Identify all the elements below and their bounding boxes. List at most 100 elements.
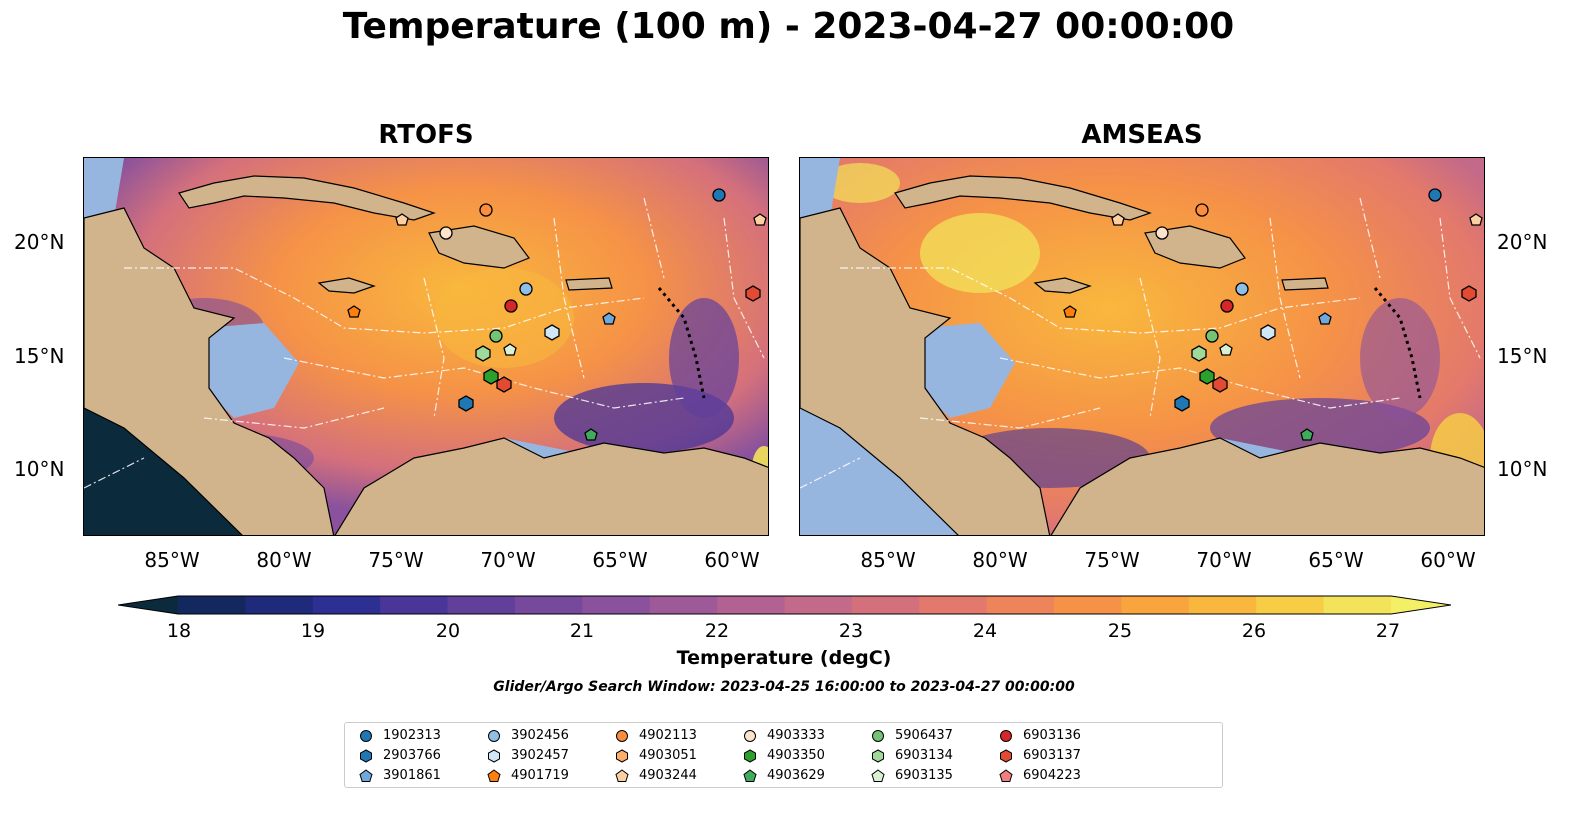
legend-label: 4903051 bbox=[639, 748, 697, 763]
legend-marker-pentagon-icon bbox=[487, 768, 501, 783]
lat-label-15n-right: 15°N bbox=[1497, 344, 1548, 368]
marker-6903137[interactable] bbox=[1212, 376, 1228, 393]
warm-anomaly bbox=[920, 213, 1040, 293]
hispaniola-land bbox=[1144, 225, 1246, 269]
colorbar-segment bbox=[1121, 596, 1190, 614]
marker-6903134[interactable] bbox=[1191, 345, 1207, 362]
marker-6903134[interactable] bbox=[475, 345, 491, 362]
marker-6903137[interactable] bbox=[745, 285, 761, 302]
legend-label: 3902457 bbox=[511, 748, 569, 763]
legend-marker-circle-icon bbox=[359, 729, 373, 743]
legend-marker-circle-icon bbox=[487, 729, 501, 743]
legend-marker-circle-icon bbox=[871, 729, 885, 743]
map-rtofs bbox=[83, 157, 769, 536]
marker-3901861[interactable] bbox=[1318, 312, 1332, 325]
marker-3902457[interactable] bbox=[1260, 324, 1276, 341]
colorbar-segment bbox=[919, 596, 988, 614]
legend-marker-circle-icon bbox=[999, 729, 1013, 743]
marker-4903244[interactable] bbox=[753, 213, 767, 226]
cool-anomaly bbox=[669, 298, 739, 418]
legend-entry: 4902113 bbox=[615, 726, 697, 745]
colorbar-segment bbox=[851, 596, 920, 614]
colorbar-segment bbox=[649, 596, 718, 614]
legend-entry: 4903051 bbox=[615, 746, 697, 765]
legend-entry: 3902457 bbox=[487, 746, 569, 765]
warm-anomaly bbox=[820, 163, 900, 203]
float-markers bbox=[347, 188, 767, 441]
eez-boundaries bbox=[84, 197, 765, 489]
legend-label: 3902456 bbox=[511, 728, 569, 743]
legend-entry: 1902313 bbox=[359, 726, 441, 745]
legend-entry: 4903350 bbox=[743, 746, 825, 765]
legend-label: 4902113 bbox=[639, 728, 697, 743]
marker-1902313[interactable] bbox=[712, 188, 726, 202]
figure-title: Temperature (100 m) - 2023-04-27 00:00:0… bbox=[342, 6, 1235, 47]
marker-6903137[interactable] bbox=[496, 376, 512, 393]
jamaica-land bbox=[1033, 277, 1092, 294]
legend-entry: 4901719 bbox=[487, 766, 569, 785]
legend-entry: 6904223 bbox=[999, 766, 1081, 785]
lon-label-85w: 85°W bbox=[144, 548, 200, 572]
marker-4903350[interactable] bbox=[1199, 368, 1215, 385]
marker-3902456[interactable] bbox=[1235, 282, 1249, 296]
lon-label-60w: 60°W bbox=[704, 548, 760, 572]
colorbar-tick: 22 bbox=[704, 620, 730, 642]
colorbar-outline bbox=[118, 595, 1451, 615]
colorbar-segment bbox=[582, 596, 651, 614]
colorbar-segment bbox=[447, 596, 516, 614]
marker-2903766[interactable] bbox=[1174, 395, 1190, 412]
marker-4903629[interactable] bbox=[584, 428, 598, 441]
colorbar-segment bbox=[178, 596, 246, 614]
colorbar-tick: 24 bbox=[972, 620, 998, 642]
lat-label-10n: 10°N bbox=[14, 457, 65, 481]
marker-2903766[interactable] bbox=[458, 395, 474, 412]
colorbar-segment bbox=[1054, 596, 1123, 614]
marker-6903136[interactable] bbox=[504, 299, 518, 313]
shallow-shelf bbox=[920, 323, 1015, 418]
marker-4901719[interactable] bbox=[347, 305, 361, 318]
legend-label: 6903137 bbox=[1023, 748, 1081, 763]
marker-3902457[interactable] bbox=[544, 324, 560, 341]
panel-title-amseas: AMSEAS bbox=[1081, 120, 1203, 150]
legend-label: 2903766 bbox=[383, 748, 441, 763]
colorbar-segment bbox=[986, 596, 1055, 614]
eez-boundaries bbox=[800, 197, 1481, 489]
colorbar-tick: 26 bbox=[1241, 620, 1267, 642]
warm-anomaly bbox=[434, 268, 574, 368]
marker-6903137[interactable] bbox=[1461, 285, 1477, 302]
lon-label-65w: 65°W bbox=[592, 548, 648, 572]
legend-label: 3901861 bbox=[383, 768, 441, 783]
lat-label-20n: 20°N bbox=[14, 230, 65, 254]
legend-marker-hexagon-icon bbox=[359, 748, 373, 763]
marker-4901719[interactable] bbox=[1063, 305, 1077, 318]
marker-4903244[interactable] bbox=[1469, 213, 1483, 226]
cuba-land bbox=[178, 175, 436, 221]
marker-3902456[interactable] bbox=[519, 282, 533, 296]
marker-4903244[interactable] bbox=[1111, 213, 1125, 226]
marker-6903136[interactable] bbox=[1220, 299, 1234, 313]
lon-label-70w: 70°W bbox=[480, 548, 536, 572]
marker-4903333[interactable] bbox=[1155, 226, 1169, 240]
legend-entry: 2903766 bbox=[359, 746, 441, 765]
colorbar-tick: 19 bbox=[300, 620, 326, 642]
south-america-land bbox=[1050, 437, 1484, 535]
legend-label: 4903333 bbox=[767, 728, 825, 743]
marker-4902113[interactable] bbox=[1195, 203, 1209, 217]
legend-marker-circle-icon bbox=[743, 729, 757, 743]
marker-6903135[interactable] bbox=[1219, 343, 1233, 356]
colorbar-tick: 20 bbox=[435, 620, 461, 642]
marker-4903629[interactable] bbox=[1300, 428, 1314, 441]
legend-entry: 3901861 bbox=[359, 766, 441, 785]
marker-4903333[interactable] bbox=[439, 226, 453, 240]
marker-4903350[interactable] bbox=[483, 368, 499, 385]
marker-5906437[interactable] bbox=[489, 329, 503, 343]
marker-3901861[interactable] bbox=[602, 312, 616, 325]
marker-4903244[interactable] bbox=[395, 213, 409, 226]
legend-entry: 6903137 bbox=[999, 746, 1081, 765]
map-rtofs-canvas bbox=[84, 158, 768, 535]
marker-4902113[interactable] bbox=[479, 203, 493, 217]
lat-label-10n-right: 10°N bbox=[1497, 457, 1548, 481]
marker-6903135[interactable] bbox=[503, 343, 517, 356]
marker-1902313[interactable] bbox=[1428, 188, 1442, 202]
marker-5906437[interactable] bbox=[1205, 329, 1219, 343]
